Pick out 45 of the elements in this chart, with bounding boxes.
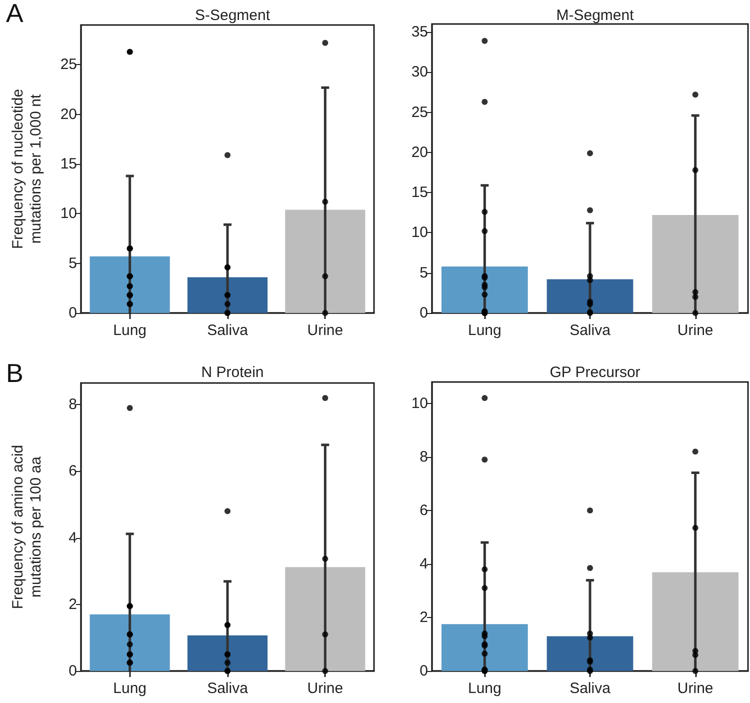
y-tick-label: 10 [60, 205, 77, 222]
x-tick-label: Urine [307, 322, 344, 339]
x-tick-label: Lung [468, 680, 502, 697]
y-tick-label: 4 [420, 555, 428, 572]
text: B [6, 358, 24, 388]
x-tick-label: Urine [677, 322, 714, 339]
y-axis-title: Frequency of nucleotide mutations per 1,000 nt [10, 88, 44, 250]
y-tick-label: 10 [411, 224, 428, 242]
y-axis-title: Frequency of amino acid mutations per 100 aa [10, 444, 44, 610]
y-tick-label: 8 [68, 396, 77, 414]
x-tick-label: Saliva [570, 322, 612, 339]
x-tick-label: Lung [468, 322, 502, 339]
y-tick-label: 0 [420, 304, 428, 322]
y-tick-label: 10 [411, 394, 428, 412]
x-tick-label: Urine [307, 680, 344, 697]
y-tick-label: 0 [420, 662, 428, 680]
y-tick-label: 15 [411, 184, 428, 202]
x-tick-label: Lung [113, 322, 147, 339]
y-tick-label: 0 [68, 662, 77, 680]
y-tick-label: 5 [68, 254, 77, 272]
y-tick-label: 0 [68, 304, 77, 322]
y-tick-label: 20 [60, 106, 77, 123]
x-tick-label: Lung [113, 680, 147, 697]
text: A [6, 0, 24, 28]
y-tick-label: 6 [68, 462, 77, 480]
chart-title: S-Segment [194, 7, 271, 24]
y-tick-label: 2 [68, 596, 77, 613]
chart-title: N Protein [201, 364, 264, 381]
y-tick-label: 25 [411, 104, 428, 121]
x-tick-label: Saliva [207, 322, 249, 339]
y-tick-label: 25 [60, 56, 77, 74]
chart-title: M-Segment [556, 7, 635, 24]
y-tick-label: 4 [68, 529, 77, 546]
y-tick-label: 35 [411, 24, 428, 41]
x-tick-label: Saliva [207, 680, 249, 697]
x-tick-label: Urine [677, 680, 714, 697]
x-tick-label: Saliva [570, 680, 612, 697]
y-tick-label: 30 [411, 64, 428, 81]
y-tick-label: 20 [411, 144, 428, 161]
y-tick-label: 6 [420, 502, 428, 519]
y-tick-label: 8 [420, 448, 428, 466]
y-tick-label: 5 [420, 264, 428, 282]
chart-title: GP Precursor [550, 364, 640, 381]
y-tick-label: 2 [420, 608, 428, 626]
y-tick-label: 15 [60, 156, 77, 173]
